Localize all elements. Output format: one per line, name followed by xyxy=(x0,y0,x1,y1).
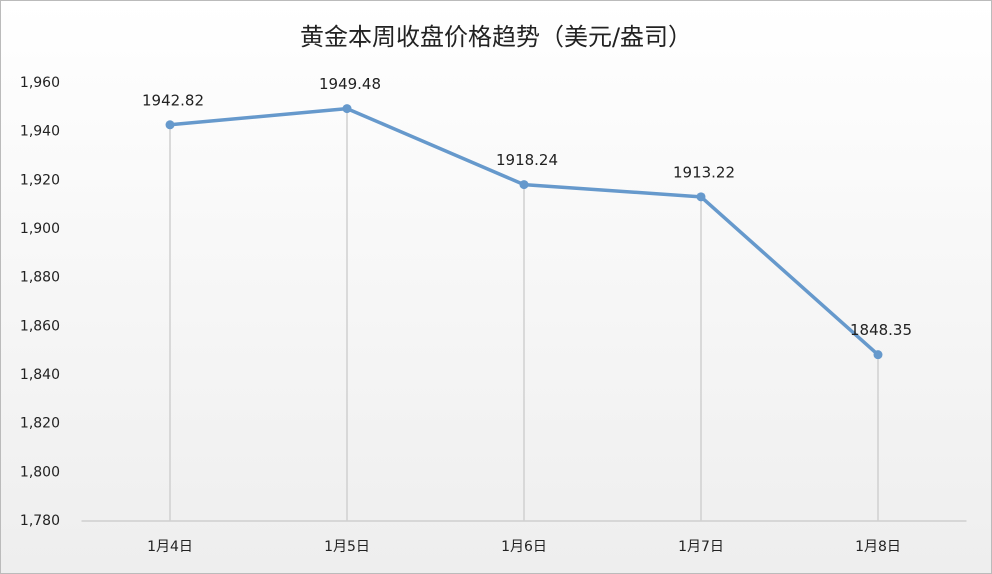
data-label: 1949.48 xyxy=(319,75,381,93)
point xyxy=(342,104,352,114)
y-tick-label: 1,900 xyxy=(20,221,60,237)
point xyxy=(873,350,883,360)
point xyxy=(165,120,175,130)
y-tick-label: 1,820 xyxy=(20,416,60,432)
y-tick-label: 1,880 xyxy=(20,270,60,286)
point xyxy=(696,192,706,202)
data-label: 1918.24 xyxy=(496,151,558,169)
point xyxy=(519,180,529,190)
y-tick-label: 1,780 xyxy=(20,513,60,529)
data-label: 1942.82 xyxy=(142,91,204,109)
y-tick-label: 1,960 xyxy=(20,75,60,91)
chart-title: 黄金本周收盘价格趋势（美元/盎司） xyxy=(300,23,692,51)
data-label: 1848.35 xyxy=(850,321,912,339)
y-tick-label: 1,800 xyxy=(20,464,60,480)
y-tick-label: 1,940 xyxy=(20,124,60,140)
x-tick-label: 1月5日 xyxy=(324,539,370,555)
y-tick-label: 1,860 xyxy=(20,318,60,334)
x-tick-label: 1月6日 xyxy=(501,539,547,555)
y-tick-label: 1,920 xyxy=(20,172,60,188)
x-tick-label: 1月4日 xyxy=(147,539,193,555)
data-label: 1913.22 xyxy=(673,163,735,181)
y-tick-label: 1,840 xyxy=(20,367,60,383)
x-tick-label: 1月7日 xyxy=(678,539,724,555)
x-tick-label: 1月8日 xyxy=(855,539,901,555)
